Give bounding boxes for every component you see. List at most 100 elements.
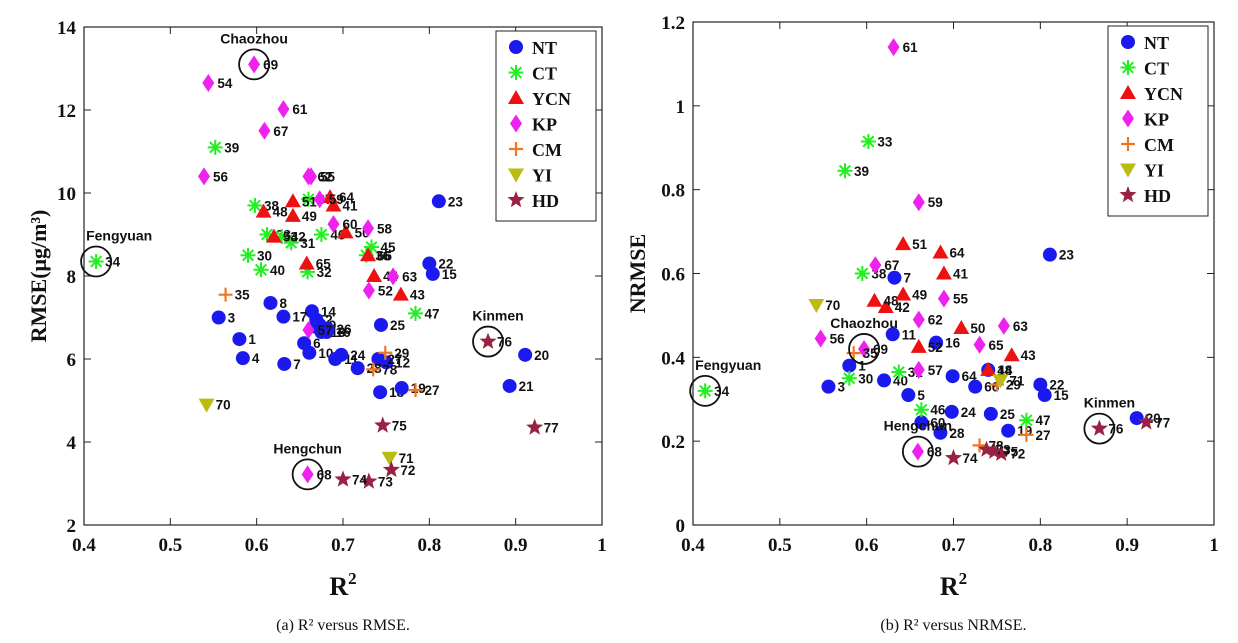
point-label: 43 xyxy=(410,288,426,303)
legend-label: CM xyxy=(1144,135,1174,155)
x-axis-label: R2 xyxy=(940,569,967,601)
highlight-ring xyxy=(80,245,112,278)
point-nt xyxy=(235,351,250,366)
point-label: 49 xyxy=(912,287,927,302)
x-tick-label: 0.8 xyxy=(1028,535,1052,556)
point-ycn xyxy=(932,244,949,259)
point-label: 64 xyxy=(949,246,965,261)
point-nt xyxy=(232,332,247,347)
point-nt xyxy=(929,335,944,350)
point-ycn xyxy=(284,193,301,208)
highlight-label: Kinmen xyxy=(472,308,523,324)
point-ct xyxy=(913,402,929,418)
point-label: 24 xyxy=(350,348,366,363)
legend-label: NT xyxy=(532,38,557,58)
point-label: 3 xyxy=(228,311,236,326)
point-kp xyxy=(362,219,375,238)
point-ct xyxy=(207,139,223,155)
point-nt xyxy=(887,270,902,285)
point-label: 47 xyxy=(425,306,440,321)
highlight-label: Hengchun xyxy=(884,418,952,434)
point-label: 36 xyxy=(375,248,391,263)
point-label: 56 xyxy=(213,169,229,184)
y-tick-label: 0.6 xyxy=(661,265,685,286)
point-label: 67 xyxy=(273,124,288,139)
point-label: 28 xyxy=(949,426,965,441)
point-label: 52 xyxy=(928,340,943,355)
y-tick-label: 4 xyxy=(67,433,77,454)
point-kp xyxy=(313,190,326,209)
point-kp xyxy=(302,167,315,186)
point-label: 47 xyxy=(1035,413,1050,428)
y-tick-label: 10 xyxy=(57,184,76,205)
point-label: 56 xyxy=(830,331,846,346)
point-label: 29 xyxy=(1006,378,1021,393)
point-label: 75 xyxy=(392,418,408,433)
point-label: 38 xyxy=(264,198,280,213)
point-nt xyxy=(968,379,983,394)
x-tick-label: 0.9 xyxy=(1115,535,1139,556)
point-nt xyxy=(320,322,335,337)
legend-label: HD xyxy=(1144,186,1171,206)
point-label: 57 xyxy=(317,323,332,338)
point-label: 70 xyxy=(216,398,231,413)
point-label: 33 xyxy=(877,134,893,149)
point-nt xyxy=(302,345,317,360)
legend-label: HD xyxy=(532,191,559,211)
point-label: 27 xyxy=(1035,428,1050,443)
highlight-label: Chaozhou xyxy=(830,315,898,331)
point-nt xyxy=(304,304,319,319)
point-label: 1 xyxy=(248,332,256,347)
point-label: 77 xyxy=(544,420,559,435)
point-ct xyxy=(247,197,263,213)
point-label: 65 xyxy=(989,338,1005,353)
point-label: 51 xyxy=(302,194,318,209)
point-ycn xyxy=(877,299,894,314)
point-label: 66 xyxy=(377,248,393,263)
point-nt xyxy=(422,256,437,271)
point-hd xyxy=(360,472,378,489)
point-label: 30 xyxy=(858,371,873,386)
point-label: 23 xyxy=(448,194,464,209)
point-ct xyxy=(300,191,316,207)
highlight-label: Fengyuan xyxy=(86,227,152,243)
point-label: 55 xyxy=(953,292,969,307)
point-nt xyxy=(431,194,446,209)
panel-rmse: 0.4 0.5 0.6 0.7 0.8 0.9 12468101214R2RMSE(μg/m… xyxy=(26,18,607,634)
point-kp xyxy=(202,74,215,93)
x-tick-label: 1 xyxy=(597,535,607,556)
point-label: 35 xyxy=(235,288,251,303)
point-nt xyxy=(518,347,533,362)
point-nt xyxy=(1129,411,1144,426)
y-tick-label: 14 xyxy=(57,18,77,39)
point-ct xyxy=(240,247,256,263)
point-nt xyxy=(373,317,388,332)
point-ycn xyxy=(255,203,272,218)
point-label: 73 xyxy=(378,474,394,489)
point-kp xyxy=(198,167,211,186)
point-hd xyxy=(1090,419,1108,436)
point-ycn xyxy=(366,268,383,282)
point-kp xyxy=(887,38,900,57)
point-label: 59 xyxy=(329,192,344,207)
point-ct xyxy=(841,370,857,386)
point-label: 19 xyxy=(1017,424,1032,439)
point-label: 76 xyxy=(497,335,513,350)
point-cm xyxy=(366,362,381,377)
highlight-label: Kinmen xyxy=(1084,395,1135,411)
point-kp xyxy=(814,329,827,348)
legend-marker-ycn xyxy=(508,90,524,104)
point-label: 32 xyxy=(317,265,332,280)
point-ct xyxy=(88,253,104,269)
x-tick-label: 0.6 xyxy=(855,535,879,556)
x-tick-label: 0.7 xyxy=(331,535,355,556)
point-ycn xyxy=(1003,347,1020,362)
point-ct xyxy=(363,239,379,255)
point-label: 24 xyxy=(961,405,977,420)
y-tick-label: 1.2 xyxy=(661,13,685,34)
point-ycn xyxy=(322,189,339,204)
point-label: 61 xyxy=(292,102,308,117)
point-ct xyxy=(1018,412,1034,428)
legend-label: CT xyxy=(1144,59,1169,79)
